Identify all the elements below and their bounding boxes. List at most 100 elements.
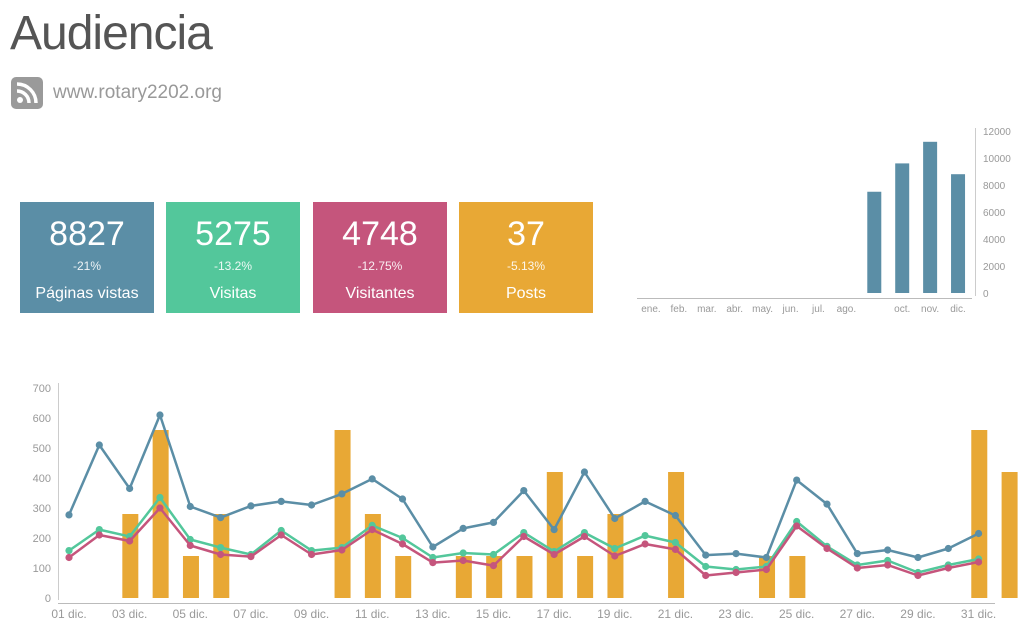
series-point xyxy=(95,531,103,539)
series-point xyxy=(853,550,861,558)
x-tick-label: 01 dic. xyxy=(51,607,86,621)
series-point xyxy=(95,526,103,534)
x-tick-label: oct. xyxy=(894,304,910,315)
series-point xyxy=(398,540,407,548)
post-bar xyxy=(455,556,472,598)
month-bar xyxy=(923,141,938,293)
series-point xyxy=(762,565,770,574)
post-bar xyxy=(1001,472,1018,598)
stat-card-visits[interactable]: 5275 -13.2% Visitas xyxy=(166,202,300,313)
stat-label: Posts xyxy=(505,285,546,302)
series-point xyxy=(641,540,649,548)
x-tick-label: 03 dic. xyxy=(112,607,147,621)
series-point xyxy=(884,561,892,569)
series-point xyxy=(247,502,255,510)
series-point xyxy=(65,553,73,562)
stat-card-visitors[interactable]: 4748 -12.75% Visitantes xyxy=(313,202,447,313)
series-point xyxy=(277,531,285,539)
series-point xyxy=(429,543,437,551)
y-tick-label: 200 xyxy=(33,533,51,545)
x-tick-label: 29 dic. xyxy=(900,607,935,621)
series-point xyxy=(611,552,619,560)
series-point xyxy=(580,468,589,476)
y-tick-label: 0 xyxy=(983,289,989,300)
series-point xyxy=(156,493,164,502)
post-bar xyxy=(395,556,412,598)
series-point xyxy=(65,547,73,555)
x-tick-label: nov. xyxy=(921,304,939,315)
series-point xyxy=(550,550,558,559)
series-point xyxy=(611,514,619,523)
x-tick-label: 17 dic. xyxy=(536,607,571,621)
post-bar xyxy=(182,556,199,598)
series-point xyxy=(489,518,498,527)
stat-card-posts[interactable]: 37 -5.13% Posts xyxy=(459,202,593,313)
series-point xyxy=(398,534,407,542)
series-point xyxy=(520,532,528,541)
series-point xyxy=(459,549,467,557)
post-bar xyxy=(546,472,563,598)
series-point xyxy=(186,502,194,511)
post-bar xyxy=(789,556,806,598)
stat-change: -13.2% xyxy=(213,259,253,273)
series-point xyxy=(186,541,194,550)
stat-card-page-views[interactable]: 8827 -21% Páginas vistas xyxy=(20,202,154,313)
series-point xyxy=(459,556,467,565)
series-point xyxy=(489,562,498,570)
series-point xyxy=(914,571,922,580)
y-tick-label: 400 xyxy=(33,473,51,485)
series-point xyxy=(217,544,225,552)
series-point xyxy=(793,522,801,530)
series-point xyxy=(338,546,346,554)
stat-change: -12.75% xyxy=(357,259,403,273)
post-bar xyxy=(152,430,169,598)
series-point xyxy=(307,550,316,559)
y-tick-label: 600 xyxy=(33,413,51,425)
series-point xyxy=(641,497,649,505)
series-point xyxy=(641,532,649,540)
series-point xyxy=(702,562,710,571)
series-point xyxy=(277,497,285,505)
x-tick-label: jun. xyxy=(781,304,798,315)
x-tick-label: 07 dic. xyxy=(233,607,268,621)
x-tick-label: abr. xyxy=(726,304,743,315)
stat-change: -21% xyxy=(72,259,101,273)
series-point xyxy=(459,524,467,533)
post-bar xyxy=(516,556,533,598)
rss-icon[interactable] xyxy=(11,77,43,109)
post-bar xyxy=(577,556,594,598)
series-point xyxy=(671,538,680,547)
y-tick-label: 12000 xyxy=(983,127,1011,138)
x-tick-label: ago. xyxy=(837,304,856,315)
series-point xyxy=(671,511,680,520)
x-tick-label: feb. xyxy=(671,304,688,315)
y-tick-label: 0 xyxy=(45,593,51,605)
stat-label: Páginas vistas xyxy=(35,285,139,302)
series-point xyxy=(156,411,164,419)
x-tick-label: 11 dic. xyxy=(355,607,389,621)
site-url-link[interactable]: www.rotary2202.org xyxy=(53,82,222,103)
series-point xyxy=(823,544,831,553)
x-tick-label: mar. xyxy=(697,304,716,315)
x-tick-label: 13 dic. xyxy=(415,607,450,621)
month-bar xyxy=(867,191,882,293)
series-point xyxy=(489,550,498,559)
series-point xyxy=(247,553,255,561)
x-tick-label: 21 dic. xyxy=(658,607,693,621)
y-tick-label: 500 xyxy=(33,443,51,455)
stat-value: 8827 xyxy=(49,215,125,253)
series-point xyxy=(126,537,134,545)
series-point xyxy=(520,487,528,495)
y-tick-label: 300 xyxy=(33,503,51,515)
series-point xyxy=(398,495,407,503)
series-point xyxy=(65,511,73,519)
x-tick-label: ene. xyxy=(641,304,660,315)
stat-change: -5.13% xyxy=(506,259,546,273)
x-tick-label: 23 dic. xyxy=(718,607,753,621)
stat-value: 4748 xyxy=(342,215,418,253)
series-point xyxy=(975,558,983,566)
series-point xyxy=(126,484,134,493)
series-point xyxy=(217,550,225,559)
series-point xyxy=(156,504,164,512)
series-point xyxy=(307,501,316,509)
